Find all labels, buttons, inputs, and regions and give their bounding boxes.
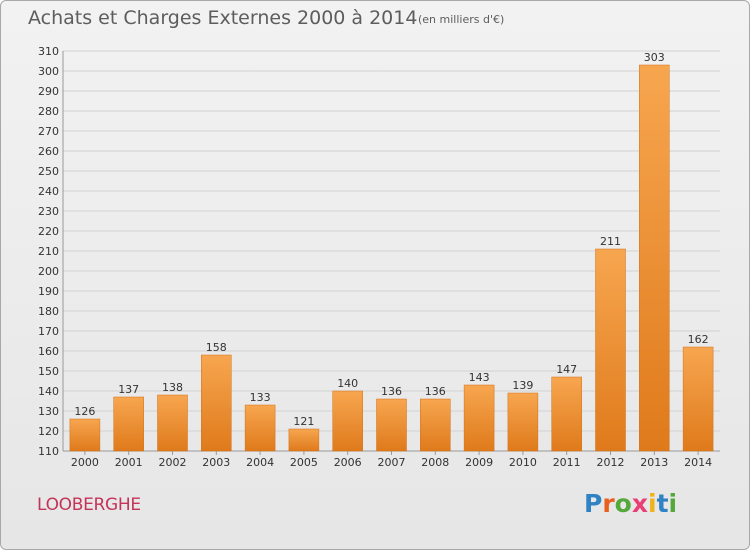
- y-tick-label: 260: [38, 145, 59, 158]
- unit-label: (en milliers d'€): [418, 13, 505, 26]
- data-label-2006: 140: [337, 377, 358, 390]
- bar-2001: [113, 396, 144, 452]
- bar-2009: [463, 384, 495, 452]
- proxiti-logo: Proxiti: [584, 489, 678, 518]
- x-tick-label-2013: 2013: [640, 456, 668, 469]
- x-tick-label-2014: 2014: [684, 456, 712, 469]
- y-tick-label: 160: [38, 345, 59, 358]
- y-tick-label: 270: [38, 125, 59, 138]
- data-label-2013: 303: [644, 51, 665, 64]
- y-tick-label: 220: [38, 225, 59, 238]
- x-tick-label-2007: 2007: [378, 456, 406, 469]
- y-tick-label: 280: [38, 105, 59, 118]
- y-tick-label: 250: [38, 165, 59, 178]
- data-label-2010: 139: [512, 379, 533, 392]
- x-tick-label-2006: 2006: [334, 456, 362, 469]
- y-tick-label: 290: [38, 85, 59, 98]
- x-tick-label-2004: 2004: [246, 456, 274, 469]
- y-tick-label: 140: [38, 385, 59, 398]
- y-tick-label: 200: [38, 265, 59, 278]
- y-tick-label: 170: [38, 325, 59, 338]
- x-tick-label-2005: 2005: [290, 456, 318, 469]
- chart-title: Achats et Charges Externes 2000 à 2014: [28, 7, 418, 29]
- y-tick-label: 130: [38, 405, 59, 418]
- bar-2000: [69, 418, 101, 452]
- y-tick-label: 300: [38, 65, 59, 78]
- x-tick-label-2002: 2002: [159, 456, 187, 469]
- x-tick-label-2000: 2000: [71, 456, 99, 469]
- bar-2010: [507, 392, 539, 452]
- bar-2008: [420, 398, 451, 452]
- data-label-2012: 211: [600, 235, 621, 248]
- y-tick-label: 210: [38, 245, 59, 258]
- data-label-2002: 138: [162, 381, 183, 394]
- bar-2011: [551, 376, 582, 452]
- y-tick-label: 150: [38, 365, 59, 378]
- data-label-2014: 162: [688, 333, 709, 346]
- data-label-2011: 147: [556, 363, 577, 376]
- bar-2014: [682, 346, 714, 452]
- x-tick-label-2001: 2001: [115, 456, 143, 469]
- bar-2006: [332, 390, 363, 452]
- y-tick-label: 310: [38, 45, 59, 58]
- y-tick-label: 110: [38, 445, 59, 458]
- city-name: LOOBERGHE: [37, 495, 141, 515]
- y-tick-label: 120: [38, 425, 59, 438]
- bar-2007: [376, 398, 407, 452]
- data-label-2009: 143: [469, 371, 490, 384]
- y-tick-label: 190: [38, 285, 59, 298]
- bar-2003: [201, 354, 232, 452]
- bar-2005: [288, 428, 320, 452]
- bar-2004: [244, 404, 276, 452]
- x-tick-label-2008: 2008: [421, 456, 449, 469]
- bar-2012: [595, 248, 626, 452]
- bar-2002: [157, 394, 188, 452]
- y-tick-label: 230: [38, 205, 59, 218]
- x-tick-label-2003: 2003: [202, 456, 230, 469]
- x-tick-label-2011: 2011: [553, 456, 581, 469]
- data-label-2001: 137: [118, 383, 139, 396]
- data-label-2004: 133: [250, 391, 271, 404]
- data-label-2007: 136: [381, 385, 402, 398]
- data-label-2005: 121: [293, 415, 314, 428]
- data-label-2003: 158: [206, 341, 227, 354]
- x-tick-label-2010: 2010: [509, 456, 537, 469]
- bar-2013: [639, 64, 670, 452]
- y-tick-label: 180: [38, 305, 59, 318]
- data-label-2008: 136: [425, 385, 446, 398]
- data-label-2000: 126: [74, 405, 95, 418]
- x-tick-label-2009: 2009: [465, 456, 493, 469]
- x-tick-label-2012: 2012: [597, 456, 625, 469]
- y-tick-label: 240: [38, 185, 59, 198]
